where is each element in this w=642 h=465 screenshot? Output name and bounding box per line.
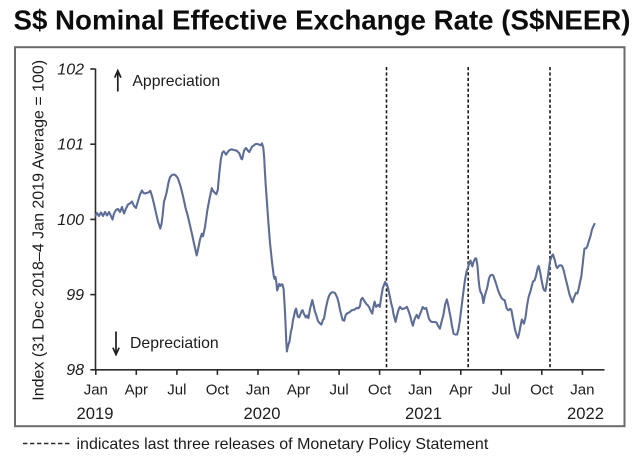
svg-text:Apr: Apr bbox=[449, 382, 472, 399]
svg-text:Oct: Oct bbox=[206, 382, 230, 399]
svg-text:Jan: Jan bbox=[408, 382, 432, 399]
svg-text:Apr: Apr bbox=[287, 382, 310, 399]
svg-text:2021: 2021 bbox=[405, 404, 442, 423]
svg-text:2022: 2022 bbox=[567, 404, 604, 423]
svg-text:S$ Nominal Effective Exchange: S$ Nominal Effective Exchange Rate (S$NE… bbox=[14, 4, 631, 35]
svg-text:Jul: Jul bbox=[492, 382, 511, 399]
svg-text:Jul: Jul bbox=[330, 382, 349, 399]
svg-text:Appreciation: Appreciation bbox=[132, 73, 220, 90]
svg-text:100: 100 bbox=[57, 212, 84, 229]
svg-text:Apr: Apr bbox=[125, 382, 148, 399]
svg-text:99: 99 bbox=[66, 287, 84, 304]
svg-text:2019: 2019 bbox=[77, 404, 114, 423]
svg-text:Jul: Jul bbox=[167, 382, 186, 399]
svg-text:Index (31 Dec 2018–4 Jan 2019: Index (31 Dec 2018–4 Jan 2019 Average = … bbox=[31, 60, 48, 401]
svg-text:indicates last three releases: indicates last three releases of Monetar… bbox=[77, 436, 489, 453]
svg-text:Depreciation: Depreciation bbox=[130, 335, 219, 352]
svg-text:98: 98 bbox=[66, 362, 84, 379]
svg-text:Oct: Oct bbox=[530, 382, 554, 399]
svg-text:2020: 2020 bbox=[244, 404, 281, 423]
svg-text:Oct: Oct bbox=[368, 382, 392, 399]
svg-text:Jan: Jan bbox=[246, 382, 270, 399]
svg-text:Jan: Jan bbox=[570, 382, 594, 399]
svg-text:102: 102 bbox=[57, 61, 84, 78]
svg-text:Jan: Jan bbox=[84, 382, 108, 399]
svg-text:101: 101 bbox=[57, 137, 84, 154]
